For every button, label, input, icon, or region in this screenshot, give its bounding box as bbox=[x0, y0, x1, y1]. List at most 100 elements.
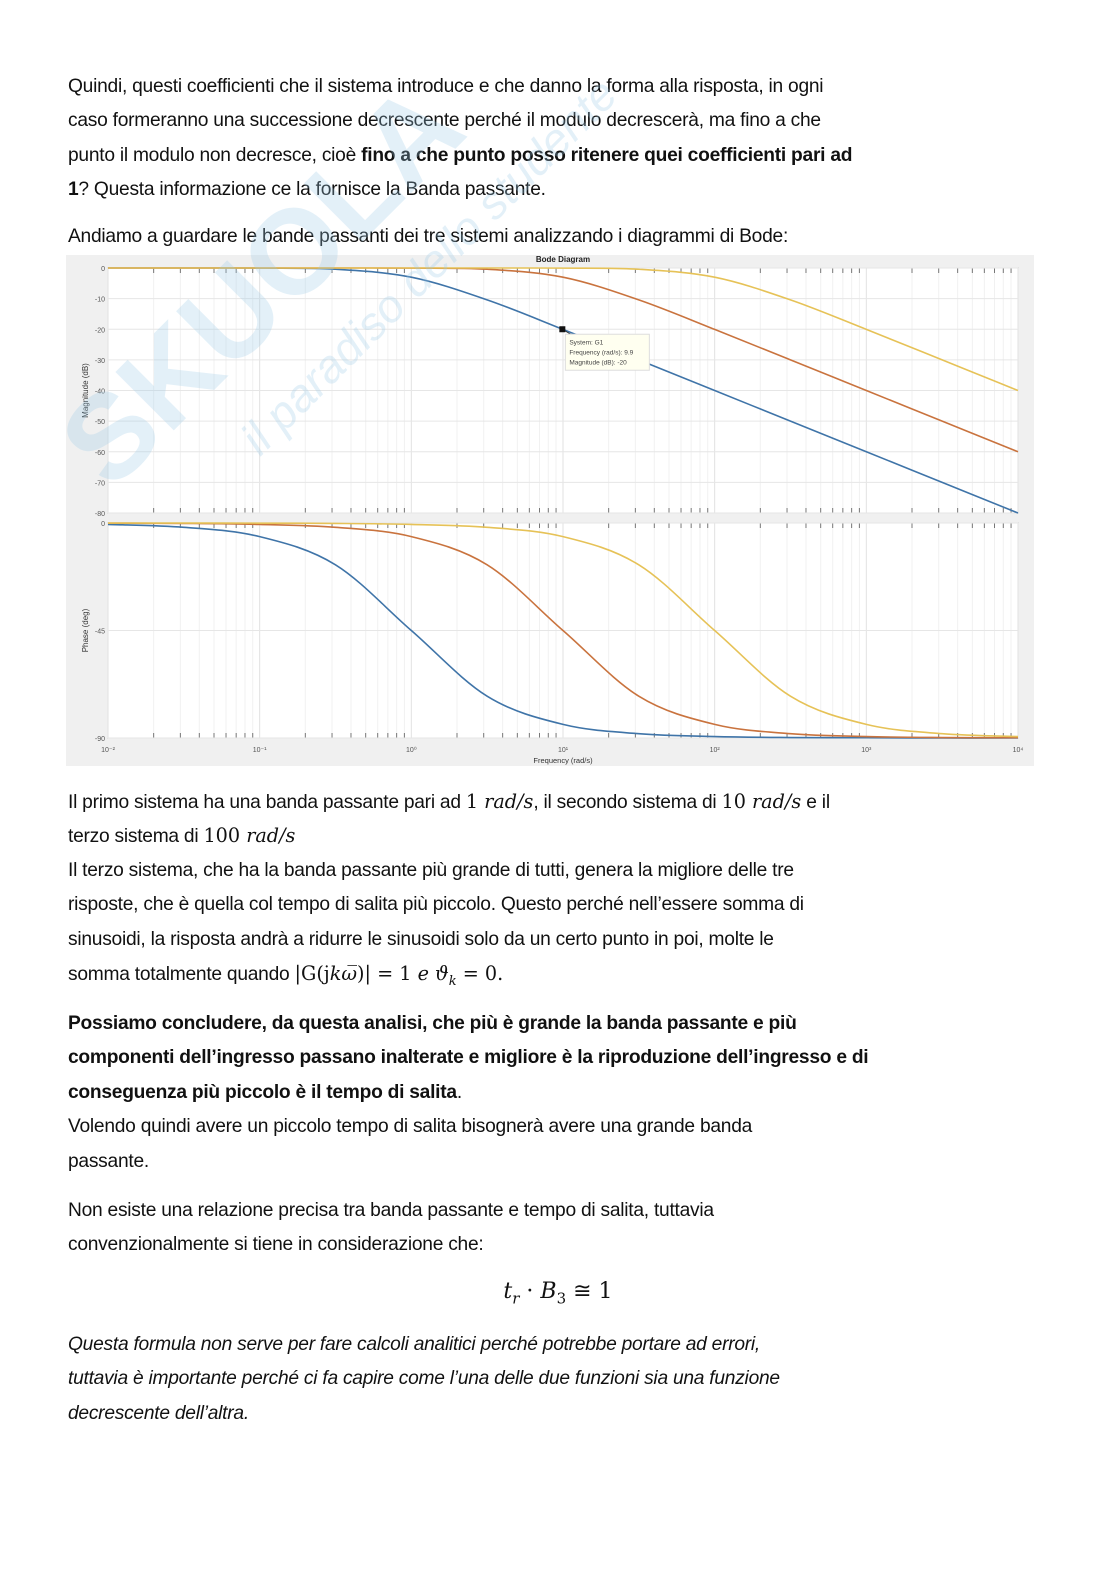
text-line: Questa formula non serve per fare calcol… bbox=[68, 1328, 1058, 1362]
text-line: conseguenza più piccolo è il tempo di sa… bbox=[68, 1076, 1058, 1110]
paragraph: Possiamo concludere, da questa analisi, … bbox=[68, 1007, 1058, 1179]
text-line: 1? Questa informazione ce la fornisce la… bbox=[68, 173, 1058, 207]
datatip-box bbox=[564, 333, 650, 371]
datatip-line: Magnitude (dB): -20 bbox=[569, 359, 627, 366]
x-tick-label: 10⁴ bbox=[1013, 747, 1024, 754]
math-text: 1 bbox=[465, 790, 485, 813]
x-tick-label: 10² bbox=[710, 747, 721, 754]
text: , il secondo sistema di bbox=[533, 792, 722, 813]
x-tick-label: 10⁻¹ bbox=[253, 747, 267, 754]
x-tick-label: 10⁰ bbox=[406, 746, 417, 754]
italic-text: decrescente dell’altra. bbox=[68, 1402, 249, 1424]
text-line: somma totalmente quando |G(jkω̅)| = 1 e … bbox=[68, 957, 1058, 991]
math-text: kω̅ bbox=[329, 961, 358, 985]
text-line: sinusoidi, la risposta andrà a ridurre l… bbox=[68, 923, 1058, 957]
math-text: = 0. bbox=[456, 961, 504, 985]
y-tick-label: -45 bbox=[95, 629, 105, 636]
formula-t: t bbox=[503, 1279, 513, 1304]
paragraph: Non esiste una relazione precisa tra ban… bbox=[68, 1194, 1058, 1263]
bold-text: componenti dell’ingresso passano inalter… bbox=[68, 1047, 869, 1069]
y-tick-label: 0 bbox=[101, 521, 105, 528]
y-tick-label: -90 bbox=[95, 736, 105, 743]
y-tick-label: -80 bbox=[95, 511, 105, 518]
math-text: rad/s bbox=[246, 824, 296, 848]
x-tick-label: 10³ bbox=[861, 747, 872, 754]
text: e il bbox=[801, 792, 830, 813]
y-tick-label: -70 bbox=[95, 480, 105, 487]
text-line: terzo sistema di 100 rad/s bbox=[68, 819, 1058, 853]
phase-series-1-line bbox=[107, 523, 1019, 739]
text: Non esiste una relazione precisa tra ban… bbox=[68, 1200, 714, 1221]
formula-rise-time-bandwidth: tr · B3 ≅ 1 bbox=[0, 1279, 1116, 1307]
text-line: Non esiste una relazione precisa tra ban… bbox=[68, 1194, 1058, 1228]
y-tick-label: -20 bbox=[95, 327, 105, 334]
text-line: Volendo quindi avere un piccolo tempo di… bbox=[68, 1110, 1058, 1144]
x-axis-label: Frequency (rad/s) bbox=[533, 756, 593, 765]
text: Andiamo a guardare le bande passanti dei… bbox=[68, 226, 789, 247]
text: caso formeranno una successione decresce… bbox=[68, 110, 821, 132]
text-line: convenzionalmente si tiene in consideraz… bbox=[68, 1228, 1058, 1262]
text-line: Il terzo sistema, che ha la banda passan… bbox=[68, 854, 1058, 888]
math-text: e ϑ bbox=[417, 961, 449, 985]
bold-text: conseguenza più piccolo è il tempo di sa… bbox=[68, 1081, 457, 1103]
text: Volendo quindi avere un piccolo tempo di… bbox=[68, 1116, 753, 1138]
text: passante. bbox=[68, 1150, 149, 1172]
text-line: Andiamo a guardare le bande passanti dei… bbox=[68, 220, 1058, 254]
math-text: rad/s bbox=[752, 790, 802, 813]
text: Quindi, questi coefficienti che il siste… bbox=[68, 76, 824, 97]
formula-dot: · bbox=[519, 1279, 541, 1304]
bold-text: fino a che punto posso ritenere quei coe… bbox=[361, 144, 853, 166]
formula-t-sub: r bbox=[512, 1289, 520, 1308]
y-tick-label: -60 bbox=[95, 450, 105, 457]
math-text: 10 bbox=[721, 790, 752, 813]
y-tick-label: -30 bbox=[95, 358, 105, 365]
text: sinusoidi, la risposta andrà a ridurre l… bbox=[68, 928, 774, 950]
math-text: |G(j bbox=[294, 961, 330, 985]
y-tick-label: -50 bbox=[95, 419, 105, 426]
text-line: Il primo sistema ha una banda passante p… bbox=[68, 785, 1058, 819]
text-line: componenti dell’ingresso passano inalter… bbox=[68, 1041, 1058, 1075]
formula-rel: ≅ 1 bbox=[566, 1279, 613, 1304]
bold-text: Possiamo concludere, da questa analisi, … bbox=[68, 1013, 797, 1034]
paragraph: Quindi, questi coefficienti che il siste… bbox=[68, 70, 1058, 208]
math-text: k bbox=[448, 973, 457, 989]
text: convenzionalmente si tiene in consideraz… bbox=[68, 1234, 484, 1256]
paragraph: Questa formula non serve per fare calcol… bbox=[68, 1328, 1058, 1431]
text: somma totalmente quando bbox=[68, 963, 295, 985]
text: ? Questa informazione ce la fornisce la … bbox=[78, 179, 546, 201]
text-line: passante. bbox=[68, 1145, 1058, 1179]
magnitude-series-3-line bbox=[107, 267, 1019, 392]
italic-text: tuttavia è importante perché ci fa capir… bbox=[68, 1368, 780, 1390]
formula-b-sub: 3 bbox=[556, 1289, 567, 1308]
text-line: caso formeranno una successione decresce… bbox=[68, 104, 1058, 138]
bold-text: 1 bbox=[68, 179, 79, 201]
paragraph: Andiamo a guardare le bande passanti dei… bbox=[68, 220, 1058, 254]
text-line: decrescente dell’altra. bbox=[68, 1397, 1058, 1431]
y-tick-label: -40 bbox=[95, 389, 105, 396]
phase-axis-label: Phase (deg) bbox=[81, 608, 90, 652]
math-text: rad/s bbox=[484, 790, 534, 813]
chart-title: Bode Diagram bbox=[536, 255, 590, 264]
text-line: risposte, che è quella col tempo di sali… bbox=[68, 888, 1058, 922]
text-line: Quindi, questi coefficienti che il siste… bbox=[68, 70, 1058, 104]
datatip-line: System: G1 bbox=[569, 339, 603, 346]
text: . bbox=[456, 1081, 462, 1103]
datatip-line: Frequency (rad/s): 9.9 bbox=[569, 349, 633, 356]
phase-series-2-line bbox=[107, 522, 1019, 739]
y-tick-label: -10 bbox=[95, 297, 105, 304]
phase-series-3-line bbox=[107, 522, 1019, 738]
datatip-marker bbox=[559, 326, 566, 333]
math-text: )| = 1 bbox=[357, 961, 418, 985]
text: Il terzo sistema, che ha la banda passan… bbox=[68, 859, 794, 881]
text: punto il modulo non decresce, cioè bbox=[68, 144, 362, 166]
x-tick-label: 10⁻² bbox=[101, 747, 115, 754]
x-tick-label: 10¹ bbox=[558, 747, 569, 754]
text: Il primo sistema ha una banda passante p… bbox=[68, 792, 466, 813]
text-line: punto il modulo non decresce, cioè fino … bbox=[68, 139, 1058, 173]
italic-text: Questa formula non serve per fare calcol… bbox=[68, 1334, 761, 1355]
text: terzo sistema di bbox=[68, 826, 204, 848]
magnitude-axis-label: Magnitude (dB) bbox=[81, 363, 90, 418]
y-tick-label: 0 bbox=[101, 266, 105, 273]
text-line: tuttavia è importante perché ci fa capir… bbox=[68, 1362, 1058, 1396]
bode-diagram: 0 -10 -20 -30 -40 -50 -60 -70 -80 Magnitude (dB) 0… bbox=[66, 255, 1034, 766]
